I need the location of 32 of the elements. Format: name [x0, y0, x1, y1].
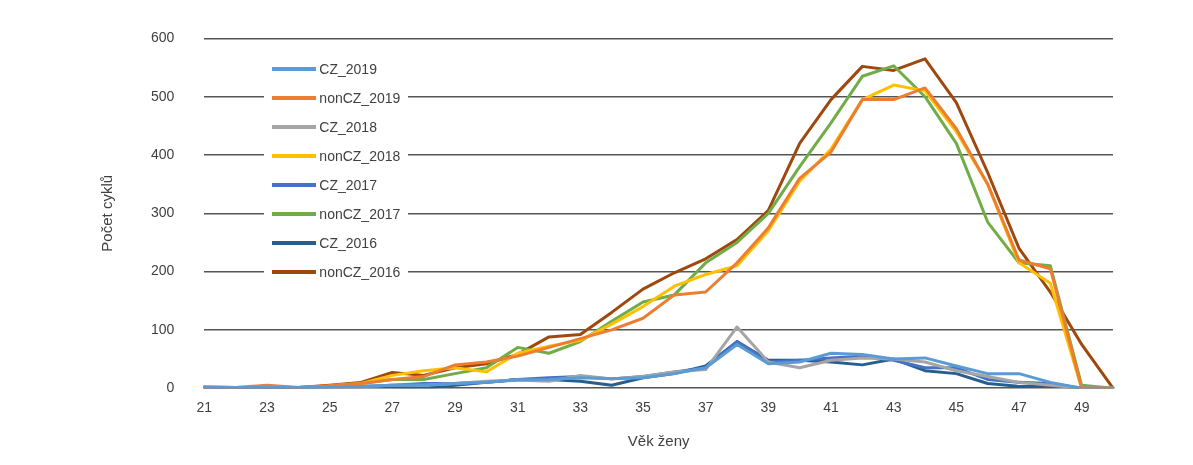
x-tick-label: 39 — [760, 399, 777, 416]
legend-label: nonCZ_2016 — [319, 263, 401, 280]
x-tick-label: 47 — [1011, 399, 1027, 416]
legend-label: CZ_2016 — [319, 234, 377, 251]
y-axis-title: Počet cyklů — [98, 174, 116, 252]
y-tick-label: 200 — [151, 262, 175, 279]
x-axis-title: Věk ženy — [627, 432, 691, 450]
y-tick-label: 300 — [151, 204, 175, 221]
x-tick-label: 23 — [259, 399, 276, 416]
x-tick-label: 49 — [1073, 399, 1090, 416]
x-tick-label: 29 — [447, 399, 464, 416]
x-tick-label: 35 — [635, 399, 652, 416]
y-tick-label: 500 — [151, 87, 175, 104]
y-tick-label: 0 — [166, 379, 175, 396]
x-tick-label: 45 — [948, 399, 965, 416]
x-tick-label: 31 — [509, 399, 526, 416]
x-tick-label: 21 — [196, 399, 213, 416]
legend-label: nonCZ_2017 — [319, 205, 401, 222]
x-tick-label: 41 — [823, 399, 839, 416]
legend-label: nonCZ_2018 — [319, 147, 401, 164]
x-tick-label: 25 — [321, 399, 338, 416]
legend-label: CZ_2017 — [319, 176, 377, 193]
x-tick-label: 43 — [885, 399, 902, 416]
legend-label: CZ_2018 — [319, 118, 377, 135]
legend-label: CZ_2019 — [319, 60, 377, 77]
x-tick-label: 27 — [384, 399, 401, 416]
y-tick-label: 400 — [151, 145, 175, 162]
y-tick-label: 600 — [151, 29, 175, 46]
y-tick-label: 100 — [151, 320, 175, 337]
legend-label: nonCZ_2019 — [319, 89, 401, 106]
x-tick-label: 37 — [697, 399, 714, 416]
x-tick-label: 33 — [572, 399, 589, 416]
